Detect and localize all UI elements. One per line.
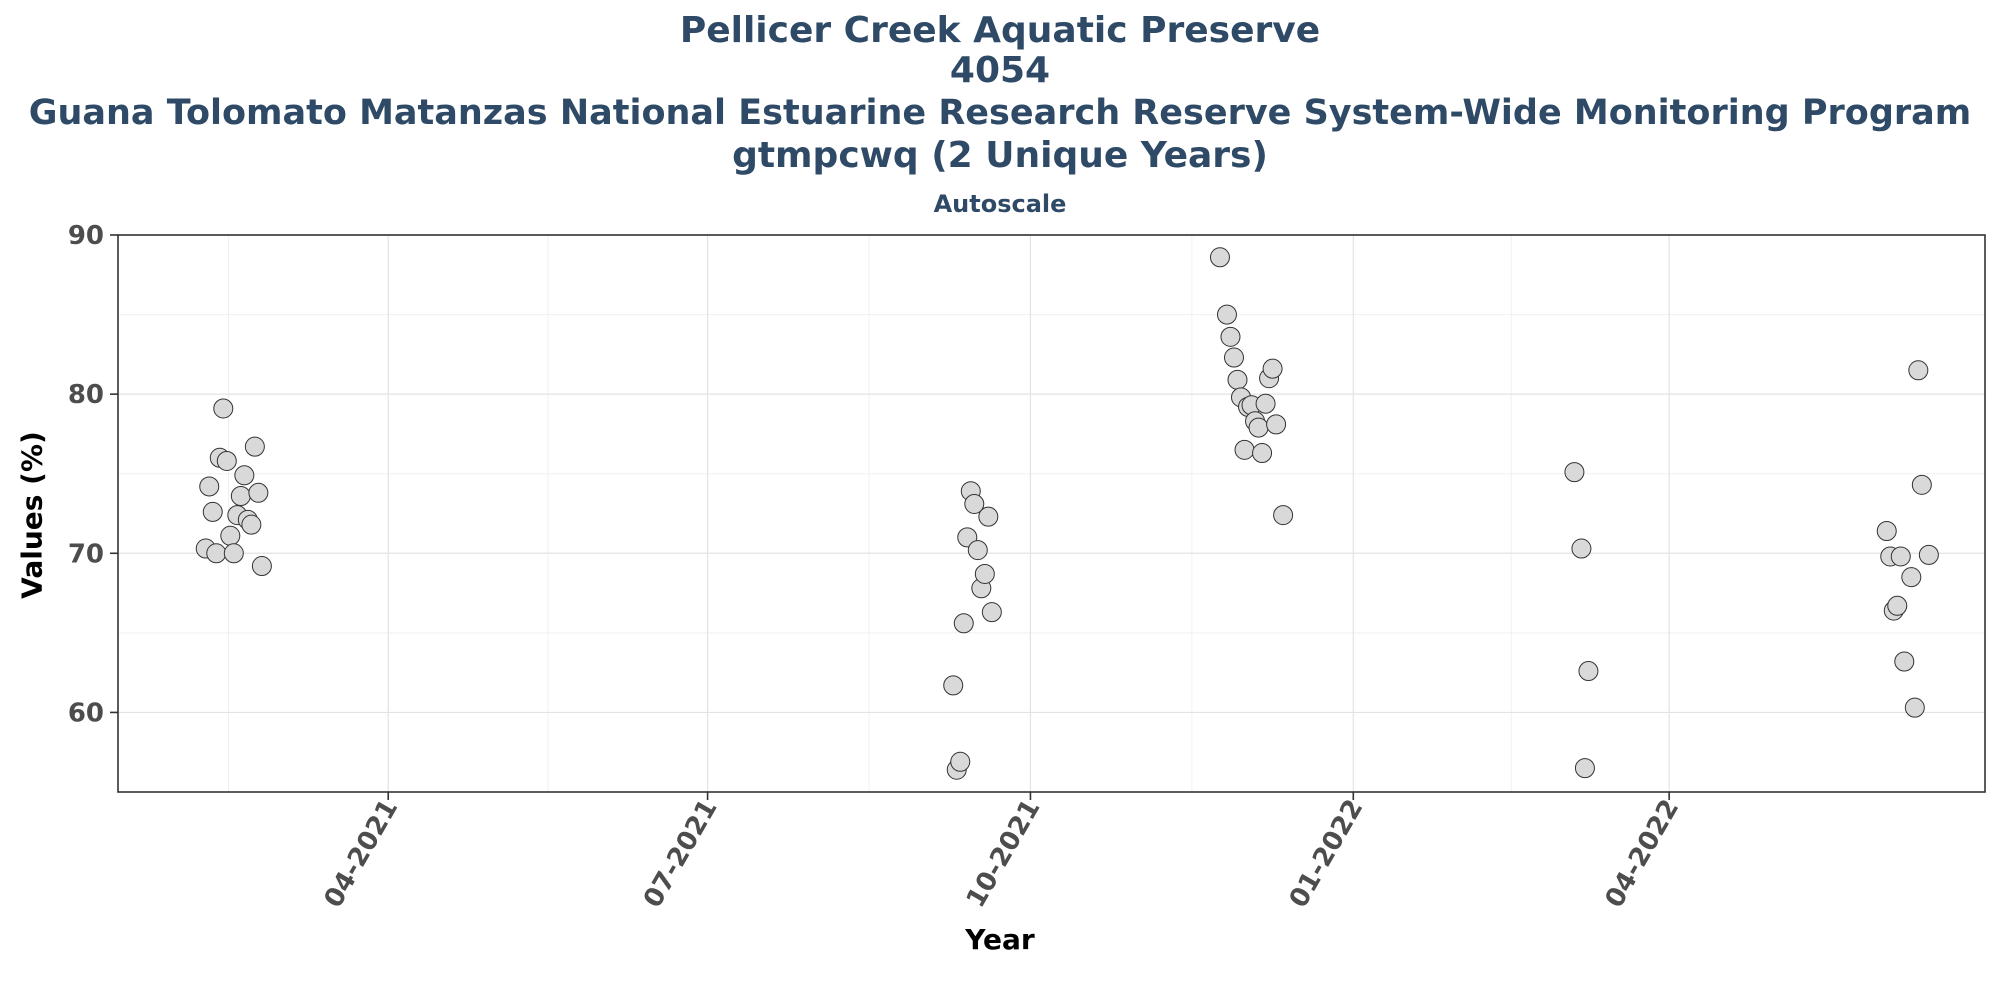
data-point [206, 543, 227, 564]
data-point [1908, 360, 1929, 381]
data-point [1571, 538, 1592, 559]
plot-panel-border [117, 234, 1986, 793]
chart-title-line-3: Guana Tolomato Matanzas National Estuari… [28, 93, 1972, 133]
chart-title-line-4: gtmpcwq (2 Unique Years) [732, 135, 1268, 176]
y-tick-label: 80 [68, 380, 104, 410]
data-point [230, 485, 251, 506]
data-point [248, 482, 269, 503]
y-axis: 60 70 80 90 [68, 221, 118, 728]
data-point [1918, 544, 1939, 565]
data-point [1887, 595, 1908, 616]
data-point [202, 501, 223, 522]
chart-title-line-2: 4054 [949, 50, 1051, 91]
data-point [1901, 567, 1922, 588]
data-point [223, 543, 244, 564]
data-point [1894, 651, 1915, 672]
data-point [1904, 697, 1925, 718]
data-point [234, 465, 255, 486]
data-point [1890, 546, 1911, 567]
x-tick-label: 07-2021 [638, 795, 724, 913]
data-point [964, 493, 985, 514]
data-points [195, 247, 1939, 780]
data-point [244, 436, 265, 457]
chart-subtitle: Autoscale [933, 190, 1067, 218]
data-point [1578, 661, 1599, 682]
data-point [1255, 393, 1276, 414]
data-point [1227, 369, 1248, 390]
data-point [220, 525, 241, 546]
data-point [199, 476, 220, 497]
data-point [1220, 326, 1241, 347]
data-point [981, 602, 1002, 623]
data-point [1266, 414, 1287, 435]
data-point [1911, 474, 1932, 495]
grid-minor [118, 235, 1985, 792]
data-point [1564, 462, 1585, 483]
y-tick-label: 90 [68, 221, 104, 251]
data-point [1262, 358, 1283, 379]
data-point [1876, 521, 1897, 542]
data-point [1273, 505, 1294, 526]
chart-title-line-1: Pellicer Creek Aquatic Preserve [679, 10, 1321, 51]
data-point [1574, 758, 1595, 779]
y-tick-label: 60 [68, 698, 104, 728]
data-point [1252, 443, 1273, 464]
x-axis: 04-2021 07-2021 10-2021 01-2022 04-2022 [319, 792, 1686, 913]
data-point [1223, 347, 1244, 368]
data-point [1248, 417, 1269, 438]
x-tick-label: 01-2022 [1284, 795, 1370, 913]
data-point [251, 556, 272, 577]
x-tick-label: 04-2021 [319, 795, 405, 913]
data-point [1234, 439, 1255, 460]
x-tick-label: 04-2022 [1600, 795, 1686, 913]
x-tick-label: 10-2021 [961, 795, 1047, 913]
data-point [978, 506, 999, 527]
grid-major [118, 234, 1985, 792]
data-point [953, 613, 974, 634]
data-point [967, 540, 988, 561]
y-tick-label: 70 [68, 539, 104, 569]
data-point [943, 675, 964, 696]
data-point [950, 751, 971, 772]
data-point [241, 514, 262, 535]
data-point [213, 398, 234, 419]
data-point [1209, 247, 1230, 268]
x-axis-label: Year [965, 923, 1035, 956]
data-point [974, 563, 995, 584]
data-point [216, 450, 237, 471]
y-axis-label: Values (%) [15, 431, 49, 599]
data-point [1216, 304, 1237, 325]
